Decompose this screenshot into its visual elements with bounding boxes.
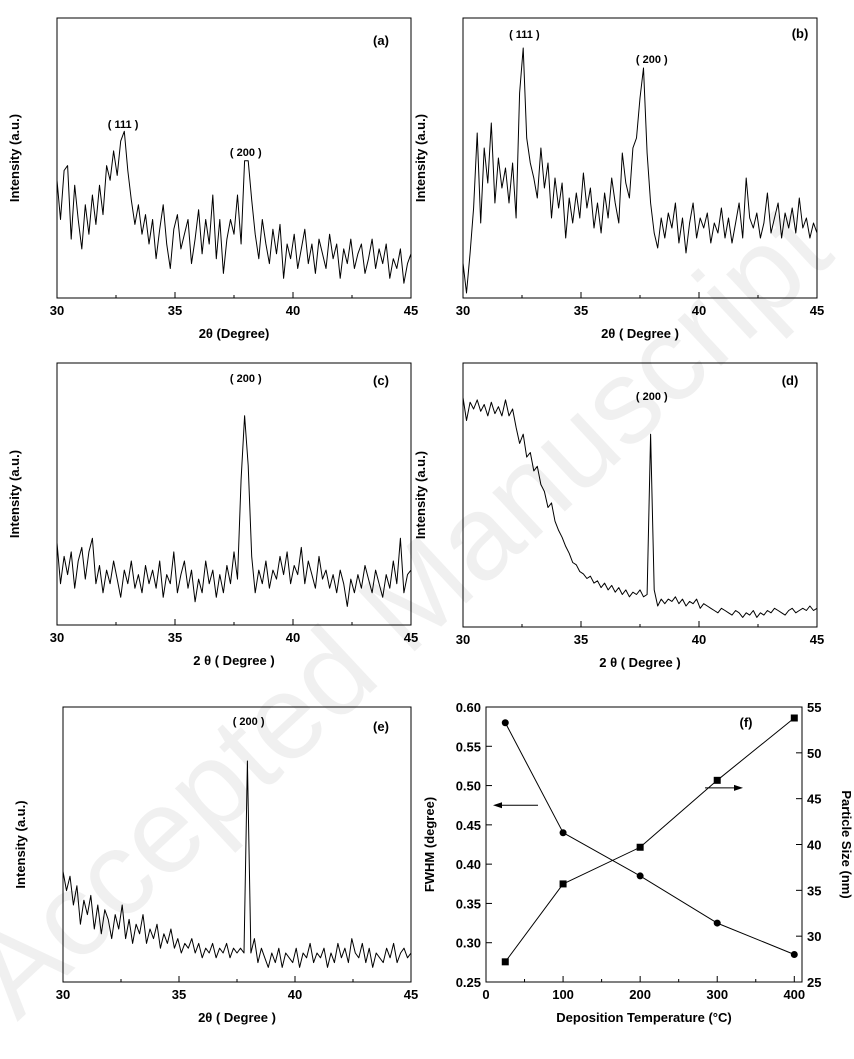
- y-axis-label: Intensity (a.u.): [13, 800, 28, 888]
- y-tick-label: 0.60: [456, 700, 481, 715]
- fwhm-point: [636, 872, 644, 880]
- xrd-trace: [462, 47, 818, 294]
- plot-frame: [62, 706, 412, 983]
- fwhm-point: [790, 951, 798, 958]
- x-tick-label: 40: [692, 632, 706, 647]
- x-tick-label: 45: [404, 987, 418, 1002]
- chart-panel-b: 30 35 40 45 2θ ( Degree ) (b) Intensity (a.u.)…: [413, 17, 824, 341]
- panel-tag: (e): [373, 719, 389, 734]
- x-tick-label: 40: [288, 987, 302, 1002]
- x-tick-label: 45: [404, 630, 418, 645]
- y2-tick-label: 30: [807, 929, 821, 944]
- particle-size-point: [559, 880, 567, 888]
- y-axis-label: Intensity (a.u.): [7, 114, 22, 202]
- x-tick-label: 400: [783, 987, 805, 1002]
- x-tick-label: 45: [810, 303, 824, 318]
- x-tick-label: 30: [456, 632, 470, 647]
- y2-axis-label: Particle Size (nm): [839, 790, 854, 898]
- peak-label: ( 200 ): [230, 373, 262, 385]
- y2-tick-label: 35: [807, 883, 821, 898]
- panel-tag: (d): [782, 373, 799, 388]
- y-tick-label: 0.25: [456, 975, 481, 990]
- chart-panel-d: 30 35 40 45 2 θ ( Degree ) (d) Intensity (a.u.…: [413, 362, 824, 670]
- y-tick-label: 0.35: [456, 896, 481, 911]
- y2-tick-label: 40: [807, 838, 821, 853]
- peak-label: ( 111 ): [108, 119, 139, 131]
- y2-tick-label: 50: [807, 746, 821, 761]
- x-tick-label: 40: [286, 630, 300, 645]
- x-tick-label: 30: [56, 987, 70, 1002]
- x-axis-label: Deposition Temperature (°C): [556, 1010, 731, 1025]
- y-tick-label: 0.40: [456, 857, 481, 872]
- chart-panel-e: 30 35 40 45 2θ ( Degree ) (e) Intensity (a.u.)…: [13, 706, 418, 1025]
- x-tick-label: 35: [574, 303, 588, 318]
- y-axis-label: Intensity (a.u.): [413, 114, 428, 202]
- panel-tag: (a): [373, 33, 389, 48]
- panel-tag: (c): [373, 373, 389, 388]
- particle-size-point: [790, 714, 798, 722]
- x-axis-label: 2 θ ( Degree ): [193, 653, 274, 668]
- chart-panel-a: 30 35 40 45 2θ (Degree) (a) Intensity (a.u.) ( …: [7, 17, 418, 341]
- y2-tick-label: 25: [807, 975, 821, 990]
- y-tick-label: 0.30: [456, 936, 481, 951]
- x-axis-label: 2θ ( Degree ): [198, 1010, 276, 1025]
- fwhm-point: [501, 719, 509, 727]
- x-tick-label: 0: [482, 987, 489, 1002]
- x-tick-label: 30: [50, 630, 64, 645]
- xrd-trace: [56, 130, 412, 284]
- particle-size-line: [504, 717, 795, 963]
- x-tick-label: 45: [404, 303, 418, 318]
- chart-panel-f: 0 100 200 300 400 Deposition Temperature (°C)…: [422, 700, 854, 1025]
- peak-label: ( 200 ): [233, 716, 265, 728]
- peak-label: ( 200 ): [230, 147, 262, 159]
- x-tick-label: 200: [629, 987, 651, 1002]
- y-tick-label: 0.55: [456, 739, 481, 754]
- x-tick-label: 40: [692, 303, 706, 318]
- x-axis-label: 2θ (Degree): [199, 326, 270, 341]
- x-tick-label: 35: [168, 630, 182, 645]
- y-axis-label: Intensity (a.u.): [7, 450, 22, 538]
- fwhm-point: [713, 919, 721, 927]
- particle-size-point: [636, 843, 644, 851]
- y-axis-label: Intensity (a.u.): [413, 451, 428, 539]
- x-tick-label: 40: [286, 303, 300, 318]
- xrd-trace: [62, 760, 412, 968]
- fwhm-point: [559, 829, 567, 837]
- particle-size-point: [713, 776, 721, 784]
- y2-tick-label: 55: [807, 700, 821, 715]
- x-tick-label: 35: [172, 987, 186, 1002]
- x-tick-label: 35: [168, 303, 182, 318]
- x-axis-label: 2 θ ( Degree ): [599, 655, 680, 670]
- right-axis-arrowhead: [734, 784, 743, 791]
- y-axis-label: FWHM (degree): [422, 797, 437, 892]
- x-tick-label: 300: [706, 987, 728, 1002]
- xrd-trace: [56, 415, 412, 607]
- plot-frame: [56, 362, 412, 626]
- panel-tag: (b): [792, 26, 809, 41]
- x-tick-label: 45: [810, 632, 824, 647]
- peak-label: ( 200 ): [636, 391, 668, 403]
- y-tick-label: 0.50: [456, 779, 481, 794]
- panel-tag: (f): [740, 715, 753, 730]
- x-axis-label: 2θ ( Degree ): [601, 326, 679, 341]
- x-tick-label: 100: [552, 987, 574, 1002]
- x-tick-label: 30: [456, 303, 470, 318]
- peak-label: ( 111 ): [509, 29, 540, 41]
- x-tick-label: 35: [574, 632, 588, 647]
- y2-tick-label: 45: [807, 792, 821, 807]
- x-tick-label: 30: [50, 303, 64, 318]
- left-axis-arrowhead: [493, 802, 502, 809]
- particle-size-point: [501, 958, 509, 966]
- chart-panel-c: 30 35 40 45 2 θ ( Degree ) (c) Intensity (a.u.…: [7, 362, 418, 668]
- xrd-trace: [462, 397, 818, 618]
- peak-label: ( 200 ): [636, 54, 668, 66]
- y-tick-label: 0.45: [456, 818, 481, 833]
